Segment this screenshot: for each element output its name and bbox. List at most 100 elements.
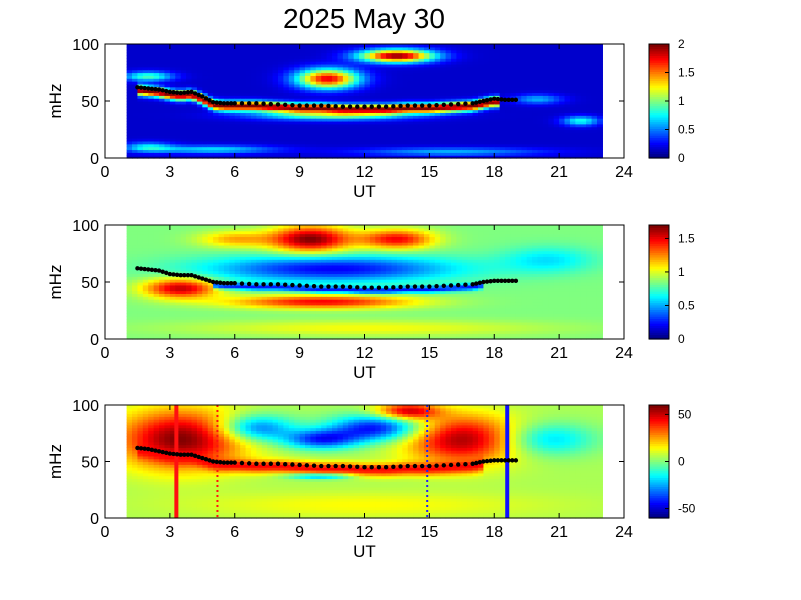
heatmap-cell	[353, 152, 360, 156]
heatmap-cell	[532, 109, 539, 113]
heatmap-cell	[596, 106, 603, 111]
heatmap-cell	[559, 123, 566, 128]
heatmap-cell	[483, 126, 490, 131]
heatmap-cell	[218, 129, 225, 133]
heatmap-cell	[180, 282, 187, 286]
heatmap-cell	[202, 270, 209, 275]
heatmap-cell	[472, 66, 479, 71]
heatmap-cell	[142, 313, 149, 317]
heatmap-cell	[559, 63, 566, 68]
heatmap-cell	[137, 244, 144, 249]
heatmap-cell	[586, 61, 593, 65]
heatmap-cell	[245, 112, 252, 116]
heatmap-cell	[137, 132, 144, 136]
heatmap-cell	[521, 72, 528, 76]
heatmap-cell	[159, 63, 166, 68]
heatmap-cell	[434, 132, 441, 136]
heatmap-cell	[575, 135, 582, 139]
heatmap-cell	[137, 242, 144, 246]
heatmap-cell	[488, 135, 495, 139]
heatmap-cell	[137, 284, 144, 289]
heatmap-cell	[196, 270, 203, 275]
heatmap-cell	[137, 250, 144, 255]
heatmap-cell	[364, 101, 371, 105]
heatmap-cell	[483, 89, 490, 94]
heatmap-cell	[332, 69, 339, 74]
heatmap-cell	[515, 44, 522, 48]
trace-point	[405, 103, 410, 108]
heatmap-cell	[467, 138, 474, 142]
heatmap-cell	[586, 72, 593, 76]
heatmap-cell	[126, 152, 133, 156]
heatmap-cell	[164, 253, 171, 257]
trace-point	[510, 97, 515, 103]
heatmap-cell	[418, 78, 425, 82]
heatmap-cell	[196, 299, 203, 303]
heatmap-cell	[391, 44, 398, 48]
heatmap-cell	[288, 109, 295, 113]
heatmap-cell	[478, 126, 485, 131]
heatmap-cell	[288, 75, 295, 79]
heatmap-cell	[537, 92, 544, 96]
heatmap-cell	[472, 44, 479, 48]
heatmap-cell	[223, 109, 230, 113]
heatmap-cell	[196, 143, 203, 148]
heatmap-cell	[256, 112, 263, 116]
heatmap-cell	[132, 333, 139, 337]
heatmap-cell	[418, 138, 425, 142]
heatmap-cell	[315, 92, 322, 96]
heatmap-cell	[429, 46, 436, 51]
heatmap-cell	[396, 135, 403, 139]
heatmap-cell	[132, 106, 139, 111]
colorbar-segment	[649, 142, 669, 145]
heatmap-cell	[337, 75, 344, 79]
heatmap-cell	[137, 118, 144, 122]
heatmap-cell	[278, 66, 285, 71]
heatmap-cell	[223, 58, 230, 62]
heatmap-cell	[515, 83, 522, 88]
heatmap-cell	[396, 72, 403, 76]
heatmap-cell	[580, 135, 587, 139]
heatmap-cell	[207, 129, 214, 133]
heatmap-cell	[564, 143, 571, 148]
colorbar-segment	[649, 146, 669, 150]
heatmap-cell	[294, 81, 301, 85]
heatmap-cell	[164, 115, 171, 119]
heatmap-cell	[553, 129, 560, 133]
heatmap-cell	[153, 310, 160, 314]
heatmap-cell	[580, 55, 587, 59]
heatmap-cell	[256, 89, 263, 94]
heatmap-cell	[342, 126, 349, 131]
heatmap-cell	[164, 225, 171, 229]
heatmap-cell	[299, 103, 306, 108]
heatmap-cell	[169, 46, 176, 51]
heatmap-cell	[564, 138, 571, 142]
heatmap-cell	[521, 46, 528, 51]
heatmap-cell	[472, 58, 479, 62]
heatmap-cell	[132, 55, 139, 59]
heatmap-cell	[483, 135, 490, 139]
heatmap-cell	[586, 44, 593, 48]
colorbar-tick-label: 0.5	[678, 123, 695, 137]
heatmap-cell	[510, 78, 517, 82]
heatmap-cell	[272, 129, 279, 133]
heatmap-cell	[445, 146, 452, 151]
heatmap-cell	[413, 63, 420, 68]
heatmap-cell	[294, 63, 301, 68]
heatmap-cell	[526, 123, 533, 128]
heatmap-cell	[159, 336, 166, 340]
heatmap-cell	[337, 63, 344, 68]
heatmap-cell	[553, 44, 560, 48]
heatmap-cell	[267, 49, 274, 54]
heatmap-cell	[256, 86, 263, 91]
heatmap-cell	[142, 135, 149, 139]
heatmap-cell	[164, 301, 171, 306]
heatmap-cell	[153, 146, 160, 151]
heatmap-cell	[451, 86, 458, 91]
heatmap-cell	[159, 273, 166, 277]
heatmap-cell	[169, 236, 176, 240]
heatmap-cell	[153, 101, 160, 105]
heatmap-cell	[494, 46, 501, 51]
heatmap-cell	[532, 61, 539, 65]
heatmap-cell	[359, 155, 366, 159]
